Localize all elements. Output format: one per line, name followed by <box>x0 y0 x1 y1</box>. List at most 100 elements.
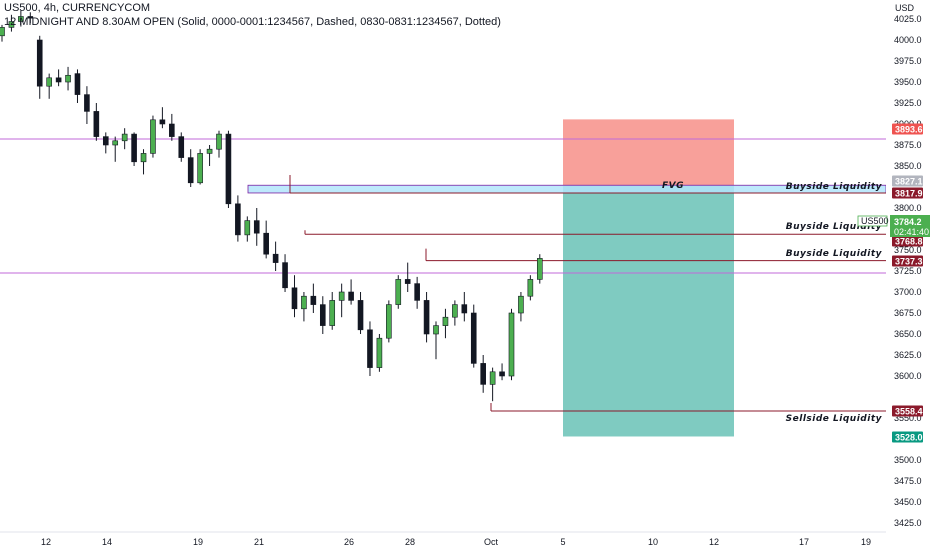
candle[interactable] <box>461 292 468 322</box>
candle[interactable] <box>131 132 137 166</box>
svg-text:3893.6: 3893.6 <box>895 125 923 135</box>
time-tick: Oct <box>484 537 499 547</box>
candle[interactable] <box>84 86 90 124</box>
price-badge-fvg-top[interactable]: 3827.1 <box>892 175 923 187</box>
candle[interactable] <box>150 115 156 158</box>
candle[interactable] <box>338 283 345 318</box>
candle[interactable] <box>414 276 420 309</box>
candle[interactable] <box>329 292 336 330</box>
price-tick: 4000.0 <box>894 35 922 45</box>
candle[interactable] <box>376 334 383 372</box>
candle[interactable] <box>8 14 15 32</box>
candle[interactable] <box>102 132 109 154</box>
take-profit-zone[interactable] <box>563 185 734 437</box>
price-badge-sell-liq[interactable]: 3558.4 <box>892 405 923 417</box>
price-badge-liq2[interactable]: 3737.3 <box>892 255 923 267</box>
candle[interactable] <box>18 10 24 27</box>
time-tick: 12 <box>709 537 719 547</box>
candle[interactable] <box>470 304 477 368</box>
candle[interactable] <box>74 69 81 103</box>
svg-text:3827.1: 3827.1 <box>895 177 923 187</box>
candle[interactable] <box>489 367 496 402</box>
price-tick: 3475.0 <box>894 476 922 486</box>
candle[interactable] <box>65 66 71 91</box>
current-price-marker[interactable]: US500 3784.202:41:40 <box>857 215 930 237</box>
candle[interactable] <box>216 130 222 158</box>
price-tick: 3500.0 <box>894 455 922 465</box>
candle[interactable] <box>508 308 515 381</box>
candle[interactable] <box>36 35 43 99</box>
candle[interactable] <box>244 216 251 242</box>
candle[interactable] <box>55 69 62 87</box>
time-tick: 17 <box>799 537 809 547</box>
candle[interactable] <box>159 107 166 129</box>
candle[interactable] <box>282 254 288 292</box>
candle[interactable] <box>169 113 175 141</box>
candle[interactable] <box>357 292 364 334</box>
time-tick: 19 <box>193 537 203 547</box>
candle[interactable] <box>442 308 449 339</box>
svg-text:02:41:40: 02:41:40 <box>894 227 929 237</box>
candle[interactable] <box>319 296 326 334</box>
candle[interactable] <box>386 300 392 343</box>
candle[interactable] <box>452 300 458 326</box>
stop-loss-zone[interactable] <box>563 119 734 193</box>
price-badge-target[interactable]: 3528.0 <box>892 431 923 443</box>
candle[interactable] <box>536 254 543 284</box>
price-tick: 3425.0 <box>894 518 922 528</box>
candle[interactable] <box>46 73 52 99</box>
candle[interactable] <box>395 275 402 309</box>
candle[interactable] <box>518 292 524 322</box>
price-tick: 3675.0 <box>894 308 922 318</box>
candle[interactable] <box>206 145 213 166</box>
candle[interactable] <box>121 128 128 150</box>
candle[interactable] <box>235 195 241 242</box>
price-tick: 3750.0 <box>894 245 922 255</box>
price-tick: 3600.0 <box>894 371 922 381</box>
candle[interactable] <box>253 208 260 246</box>
svg-text:3784.2: 3784.2 <box>894 217 922 227</box>
price-axis[interactable] <box>886 0 932 550</box>
svg-text:3558.4: 3558.4 <box>895 407 923 417</box>
candle[interactable] <box>27 12 34 24</box>
candle[interactable] <box>0 24 5 42</box>
price-badge-fvg-bottom[interactable]: 3817.9 <box>892 187 923 199</box>
fvg-label: FVG <box>662 181 684 191</box>
svg-text:3768.8: 3768.8 <box>895 237 923 247</box>
candle[interactable] <box>263 220 269 259</box>
candle[interactable] <box>348 279 354 305</box>
time-tick: 12 <box>41 537 51 547</box>
candle[interactable] <box>112 136 119 162</box>
price-badge-liq1[interactable]: 3768.8 <box>892 235 923 247</box>
time-tick: 5 <box>560 537 565 547</box>
candle[interactable] <box>423 292 430 343</box>
candle[interactable] <box>367 321 373 376</box>
candle[interactable] <box>301 292 307 322</box>
candle[interactable] <box>433 321 439 360</box>
candle[interactable] <box>310 283 317 313</box>
price-tick: 3800.0 <box>894 203 922 213</box>
candle[interactable] <box>225 130 232 208</box>
price-badge-stop[interactable]: 3893.6 <box>892 123 923 135</box>
price-tick: 3850.0 <box>894 161 922 171</box>
candle[interactable] <box>291 275 298 318</box>
candle[interactable] <box>187 149 194 187</box>
indicator-legend[interactable]: 12 MIDNIGHT AND 8.30AM OPEN (Solid, 0000… <box>4 16 501 28</box>
candle[interactable] <box>93 103 100 141</box>
candle[interactable] <box>140 149 147 175</box>
price-tick: 3650.0 <box>894 329 922 339</box>
buyside-liquidity-label-1: Buyside Liquidity <box>786 182 883 192</box>
buyside-liquidity-label-3: Buyside Liquidity <box>786 249 883 259</box>
time-tick: 10 <box>648 537 658 547</box>
candle[interactable] <box>197 149 203 185</box>
candle[interactable] <box>404 262 411 292</box>
candle[interactable] <box>178 132 185 162</box>
candle[interactable] <box>499 363 505 381</box>
candle[interactable] <box>272 241 279 271</box>
candle[interactable] <box>527 275 534 301</box>
price-tick: 3875.0 <box>894 140 922 150</box>
price-tick: 3975.0 <box>894 56 922 66</box>
candle[interactable] <box>480 355 486 393</box>
